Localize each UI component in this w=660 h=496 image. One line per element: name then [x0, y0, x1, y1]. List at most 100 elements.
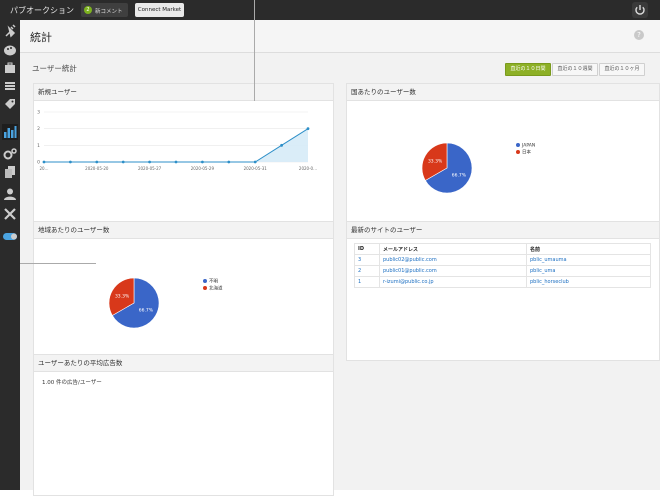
- users-by-country-panel: 国あたりのユーザー数 66.7% 33.3% JAPAN 日本: [346, 83, 660, 225]
- legend-marker: [516, 143, 520, 147]
- table-cell[interactable]: 3: [354, 254, 380, 266]
- table-cell[interactable]: pblic_uma: [526, 265, 651, 277]
- new-users-title: 新規ユーザー: [34, 84, 333, 101]
- latest-users-table: ID メールアドレス 名前 3 public02@public.com pbli…: [354, 243, 651, 288]
- user-id-link[interactable]: 1: [358, 279, 362, 285]
- data-point: [280, 143, 283, 147]
- user-id-link[interactable]: 2: [358, 268, 362, 274]
- table-cell[interactable]: public02@public.com: [379, 254, 527, 266]
- table-cell[interactable]: pblic_umauma: [526, 254, 651, 266]
- user-name-link[interactable]: pblic_horseclub: [530, 279, 569, 285]
- legend-marker: [516, 150, 520, 154]
- y-tick-label: 1: [37, 143, 40, 149]
- data-point: [227, 160, 231, 164]
- column-header: ID: [354, 243, 380, 255]
- data-point: [306, 127, 310, 131]
- plug-icon[interactable]: [2, 24, 18, 40]
- help-icon[interactable]: ?: [634, 30, 644, 40]
- x-tick-label: 2020-0…: [299, 166, 317, 171]
- section-subtitle: ユーザー統計: [32, 64, 77, 73]
- tools-icon[interactable]: [2, 206, 18, 222]
- new-comments-button[interactable]: 2 新コメント: [81, 3, 128, 17]
- user-name-link[interactable]: pblic_umauma: [530, 257, 567, 263]
- tab-last-10-months[interactable]: 直近の１０ヶ月: [599, 63, 645, 76]
- page-header: 統計 ?: [20, 20, 660, 53]
- x-tick-label: 2020-05-31: [244, 166, 268, 171]
- new-users-chart: 0 1 2 3 20… 2020-05-20 2020-05-27 2020-05-29 202…: [37, 110, 317, 172]
- slice-label: 33.3%: [428, 159, 443, 165]
- user-email-link[interactable]: public01@public.com: [383, 268, 437, 274]
- tab-last-10-weeks[interactable]: 直近の１０週間: [552, 63, 598, 76]
- app-title[interactable]: パブオークション: [10, 6, 74, 15]
- legend-label: 日本: [522, 149, 531, 156]
- data-point: [174, 160, 178, 164]
- pie-slice: [421, 142, 448, 181]
- avg-ads-title: ユーザーあたりの平均広告数: [34, 355, 333, 372]
- gears-icon[interactable]: [2, 146, 18, 162]
- top-bar: パブオークション 2 新コメント Connect Market: [0, 0, 660, 20]
- user-name-link[interactable]: pblic_uma: [530, 268, 556, 274]
- data-point: [95, 160, 99, 164]
- users-by-region-title: 地域あたりのユーザー数: [34, 222, 333, 239]
- legend-marker: [203, 279, 207, 283]
- page-title: 統計: [30, 31, 52, 44]
- user-id-link[interactable]: 3: [358, 257, 362, 263]
- tab-last-10-days[interactable]: 直近の１０日間: [505, 63, 551, 76]
- pie-slice: [108, 277, 135, 316]
- statistics-icon[interactable]: [2, 124, 18, 140]
- data-point: [69, 160, 72, 164]
- legend-label: 北海道: [209, 285, 223, 292]
- data-point: [121, 160, 125, 164]
- data-point: [148, 160, 151, 164]
- x-tick-label: 2020-05-20: [85, 166, 109, 171]
- slice-label: 66.7%: [452, 172, 467, 178]
- list-icon[interactable]: [2, 78, 18, 94]
- slice-label: 33.3%: [115, 294, 130, 300]
- overlay-guide-line: [254, 0, 255, 101]
- avg-ads-value: 1.00 件の広告/ユーザー: [42, 380, 102, 386]
- latest-users-panel: 最新のサイトのユーザー ID メールアドレス 名前 3 public02@pub…: [346, 221, 660, 361]
- documents-icon[interactable]: [2, 164, 18, 180]
- series-area: [44, 128, 308, 162]
- new-users-panel: 新規ユーザー 0 1 2 3 20… 2020-05-20 2020-05-27 2020-0…: [33, 83, 334, 225]
- user-email-link[interactable]: public02@public.com: [383, 257, 437, 263]
- table-header-row: ID メールアドレス 名前: [354, 243, 651, 255]
- table-row: 3 public02@public.com pblic_umauma: [354, 254, 651, 266]
- user-icon[interactable]: [2, 186, 18, 202]
- pie-slice: [424, 142, 473, 194]
- connect-market-button[interactable]: Connect Market: [135, 3, 184, 17]
- table-row: 2 public01@public.com pblic_uma: [354, 265, 651, 277]
- data-point: [201, 160, 204, 164]
- table-row: 1 r-izumi@public.co.jp pblic_horseclub: [354, 276, 651, 288]
- table-cell[interactable]: r-izumi@public.co.jp: [379, 276, 527, 288]
- x-tick-label: 20…: [39, 166, 48, 171]
- y-tick-label: 3: [37, 110, 40, 116]
- data-point: [253, 160, 257, 164]
- legend-label: 不明: [209, 279, 218, 285]
- briefcase-icon[interactable]: [2, 60, 18, 76]
- legend-marker: [203, 286, 207, 290]
- table-cell[interactable]: 2: [354, 265, 380, 277]
- data-point: [42, 160, 46, 164]
- slice-label: 66.7%: [139, 307, 154, 313]
- new-comments-label: 新コメント: [95, 9, 123, 15]
- x-tick-label: 2020-05-29: [191, 166, 215, 171]
- tag-icon[interactable]: [2, 96, 18, 112]
- x-tick-label: 2020-05-27: [138, 166, 162, 171]
- avg-ads-panel: ユーザーあたりの平均広告数 1.00 件の広告/ユーザー: [33, 354, 334, 496]
- table-cell[interactable]: pblic_horseclub: [526, 276, 651, 288]
- comment-count-badge: 2: [84, 6, 92, 14]
- legend-label: JAPAN: [521, 143, 535, 149]
- latest-users-title: 最新のサイトのユーザー: [347, 222, 659, 239]
- palette-icon[interactable]: [2, 42, 18, 58]
- y-tick-label: 0: [37, 160, 40, 166]
- user-email-link[interactable]: r-izumi@public.co.jp: [383, 279, 434, 285]
- toggle-icon[interactable]: [2, 228, 18, 244]
- table-cell[interactable]: public01@public.com: [379, 265, 527, 277]
- overlay-guide-line: [20, 263, 96, 264]
- table-cell[interactable]: 1: [354, 276, 380, 288]
- y-tick-label: 2: [37, 126, 40, 132]
- power-icon[interactable]: [632, 2, 648, 18]
